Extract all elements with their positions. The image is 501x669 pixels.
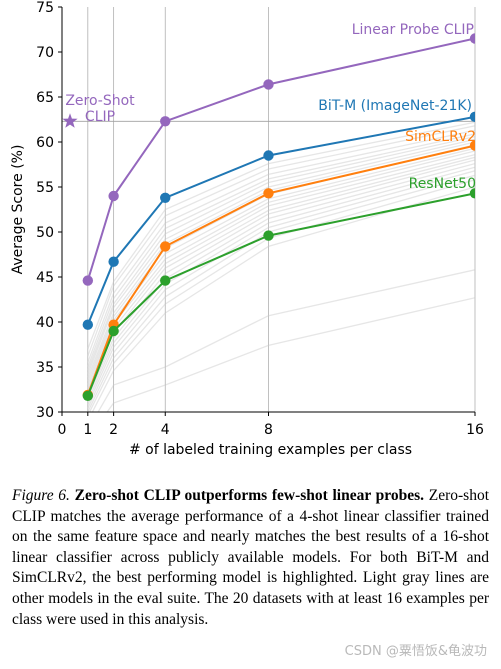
watermark: CSDN @粟悟饭&龟波功 — [344, 644, 487, 659]
background-line-6 — [87, 138, 475, 375]
chart-labels: # of labeled training examples per class… — [10, 22, 476, 458]
y-tick-label-55: 55 — [36, 180, 54, 196]
zero-shot-clip-star — [62, 113, 78, 128]
background-line-4 — [87, 133, 475, 368]
background-line-21 — [106, 297, 475, 412]
y-tick-label-70: 70 — [36, 45, 54, 61]
background-line-13 — [87, 159, 475, 398]
background-line-20 — [97, 269, 475, 412]
data-point-simclrv2-8 — [263, 188, 274, 199]
data-point-resnet50-1 — [82, 390, 94, 401]
figure-label: Figure 6. — [12, 487, 70, 504]
data-point-bit-m-imagenet-21k-2 — [108, 256, 119, 267]
data-point-resnet50-16 — [469, 188, 475, 199]
chart: 0 1 2 4 8 16 30 35 40 45 50 55 60 65 70 75 # of labeled… — [10, 0, 484, 458]
data-point-bit-m-imagenet-21k-16 — [469, 111, 475, 122]
y-tick-label-75: 75 — [36, 0, 54, 16]
data-point-linear-probe-clip-4 — [160, 116, 171, 127]
data-point-bit-m-imagenet-21k-8 — [263, 150, 274, 161]
background-line-17 — [87, 174, 475, 412]
x-tick-label-0: 0 — [58, 422, 67, 438]
background-line-9 — [87, 147, 475, 386]
x-tick-label-16: 16 — [466, 422, 484, 438]
background-line-1 — [87, 121, 475, 350]
background-line-16 — [87, 170, 475, 409]
x-tick-label-1: 1 — [83, 422, 92, 438]
data-point-bit-m-imagenet-21k-1 — [82, 319, 94, 330]
series-label-resnet50: ResNet50 — [409, 176, 476, 192]
axes: 0 1 2 4 8 16 30 35 40 45 50 55 60 65 70 75 — [36, 0, 484, 438]
x-tick-label-8: 8 — [264, 422, 273, 438]
figure-title: Zero-shot CLIP outperforms few-shot line… — [74, 487, 425, 504]
series-label-linear-probe-clip: Linear Probe CLIP — [352, 22, 474, 38]
background-line-18 — [88, 179, 475, 412]
x-axis-label: # of labeled training examples per class — [129, 442, 412, 458]
background-line-5 — [87, 135, 475, 371]
data-point-simclrv2-16 — [469, 140, 475, 151]
y-tick-label-50: 50 — [36, 225, 54, 241]
figure-caption-body: Zero-shot CLIP matches the average perfo… — [12, 487, 490, 628]
data-point-bit-m-imagenet-21k-4 — [160, 192, 171, 203]
x-tick-label-2: 2 — [109, 422, 118, 438]
figure-caption: Figure 6. Zero-shot CLIP outperforms few… — [12, 486, 489, 630]
background-line-3 — [87, 129, 475, 363]
y-axis-label: Average Score (%) — [10, 145, 26, 275]
data-point-linear-probe-clip-1 — [82, 275, 94, 286]
data-point-simclrv2-4 — [160, 241, 171, 252]
y-tick-label-40: 40 — [36, 315, 54, 331]
zero-shot-label-line2: CLIP — [85, 109, 115, 125]
series-label-bit-m-imagenet-21k: BiT-M (ImageNet-21K) — [318, 98, 472, 114]
background-line-19 — [91, 186, 475, 412]
background-model-lines — [87, 121, 475, 412]
data-point-linear-probe-clip-2 — [108, 190, 119, 202]
data-point-resnet50-2 — [108, 325, 119, 337]
data-point-resnet50-8 — [263, 230, 274, 241]
y-tick-label-30: 30 — [36, 405, 54, 421]
series-lines — [62, 33, 475, 401]
y-tick-label-35: 35 — [36, 360, 54, 376]
series-label-simclrv2: SimCLRv2 — [405, 129, 476, 145]
data-point-linear-probe-clip-8 — [263, 79, 274, 90]
background-line-2 — [87, 125, 475, 357]
y-tick-label-45: 45 — [36, 270, 54, 286]
data-point-resnet50-4 — [160, 275, 171, 286]
y-tick-label-65: 65 — [36, 90, 54, 106]
y-tick-label-60: 60 — [36, 135, 54, 151]
data-point-linear-probe-clip-16 — [469, 33, 475, 44]
x-tick-label-4: 4 — [161, 422, 170, 438]
zero-shot-label-line1: Zero-Shot — [65, 93, 135, 109]
